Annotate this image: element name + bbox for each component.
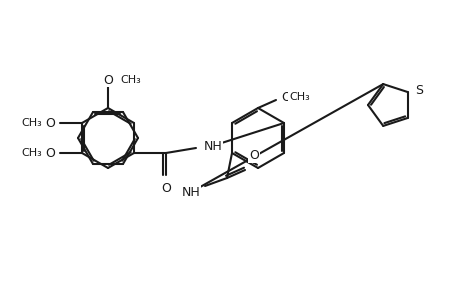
Text: O: O [103, 74, 113, 86]
Text: O: O [45, 116, 55, 130]
Text: CH₃: CH₃ [21, 148, 42, 158]
Text: CH₃: CH₃ [120, 75, 140, 85]
Text: CH₃: CH₃ [21, 118, 42, 128]
Text: NH: NH [203, 140, 222, 152]
Text: NH: NH [181, 185, 200, 199]
Text: CH₃: CH₃ [288, 92, 309, 102]
Text: O: O [280, 91, 290, 103]
Text: S: S [414, 84, 422, 97]
Text: O: O [45, 146, 55, 160]
Text: O: O [161, 182, 171, 195]
Text: O: O [248, 149, 258, 162]
